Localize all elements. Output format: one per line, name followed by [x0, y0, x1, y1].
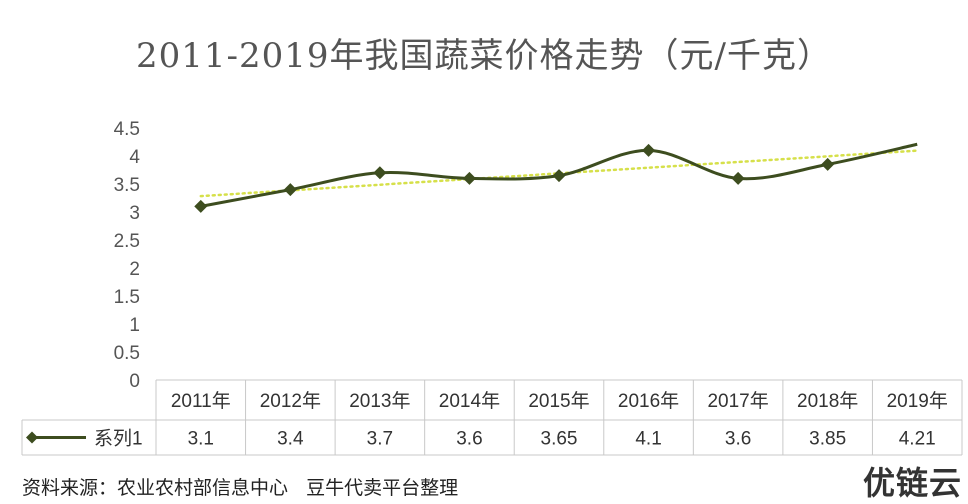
- data-table-value: 3.4: [277, 429, 304, 450]
- data-point-marker: [373, 166, 387, 180]
- series-line: [194, 142, 918, 213]
- y-tick-label: 2.5: [114, 231, 140, 252]
- data-table: 2011年 2012年 2013年 2014年 2015年 2016年 2017年 2018年…: [21, 379, 963, 456]
- data-table-value: 3.85: [809, 429, 846, 450]
- y-tick-label: 2: [129, 259, 140, 280]
- data-point-marker: [462, 171, 476, 185]
- data-point-marker: [194, 199, 208, 213]
- y-tick-label: 0: [129, 371, 140, 392]
- data-point-marker: [731, 171, 745, 185]
- x-tick-label: 2019年: [887, 390, 948, 412]
- legend-marker: [26, 431, 38, 444]
- x-tick-label: 2013年: [349, 390, 410, 412]
- data-point-marker: [642, 143, 656, 157]
- y-tick-label: 4.5: [114, 119, 140, 140]
- data-point-marker: [283, 183, 297, 197]
- x-tick-label: 2011年: [171, 390, 231, 412]
- y-axis: 0 0.5 1 1.5 2 2.5 3 3.5 4 4.5: [114, 119, 141, 392]
- x-tick-label: 2018年: [797, 390, 858, 412]
- x-tick-label: 2015年: [528, 390, 589, 412]
- y-tick-label: 1: [129, 315, 140, 336]
- data-table-value: 3.7: [367, 429, 393, 450]
- x-tick-label: 2014年: [439, 390, 500, 412]
- y-tick-label: 3: [129, 203, 140, 224]
- y-tick-label: 4: [129, 147, 140, 168]
- data-table-value: 3.6: [725, 429, 751, 450]
- x-tick-label: 2017年: [707, 390, 768, 412]
- x-tick-label: 2016年: [618, 390, 679, 412]
- data-table-value: 3.65: [541, 429, 578, 450]
- data-table-value: 3.1: [188, 429, 214, 450]
- source-note: 资料来源：农业农村部信息中心 豆牛代卖平台整理: [22, 477, 459, 499]
- x-tick-label: 2012年: [260, 390, 321, 412]
- y-tick-label: 1.5: [114, 287, 140, 308]
- data-point-marker: [821, 157, 835, 171]
- y-tick-label: 3.5: [114, 175, 140, 196]
- watermark-logo: 优链云: [862, 464, 962, 502]
- data-point-marker: [552, 169, 566, 183]
- data-table-value: 4.21: [899, 429, 936, 450]
- data-table-value: 4.1: [635, 429, 661, 450]
- y-tick-label: 0.5: [114, 343, 140, 364]
- chart-title: 2011-2019年我国蔬菜价格走势（元/千克）: [136, 36, 832, 76]
- legend-label: 系列1: [94, 428, 143, 450]
- data-table-value: 3.6: [456, 429, 482, 450]
